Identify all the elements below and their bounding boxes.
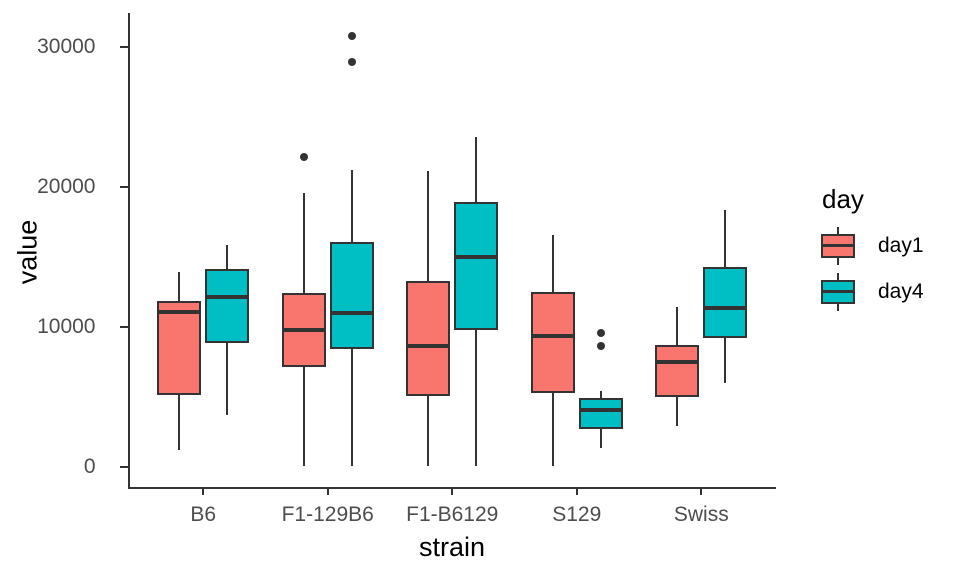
x-tick (575, 488, 578, 495)
box-day1-Swiss (655, 345, 700, 397)
median-day1-Swiss (655, 360, 700, 364)
y-tick-label: 0 (83, 455, 96, 478)
legend-label: day4 (878, 280, 924, 303)
box-day4-Swiss (703, 266, 748, 339)
x-tick (451, 488, 454, 495)
outlier-day4-F1-129B6-1 (347, 31, 356, 40)
whisker-upper-day4-F1-129B6 (350, 170, 353, 242)
legend-entry-day1: day1 (820, 227, 924, 265)
x-tick-label: F1-B6129 (406, 503, 499, 526)
y-tick (119, 46, 128, 48)
y-tick (119, 466, 128, 468)
x-tick (326, 488, 329, 495)
whisker-lower-day4-B6 (226, 343, 229, 416)
median-day4-F1-129B6 (329, 311, 374, 315)
outlier-day4-S129-0 (596, 341, 605, 350)
whisker-upper-day4-B6 (226, 245, 229, 269)
box-day1-B6 (157, 301, 202, 395)
box-day1-F1-B6129 (406, 280, 451, 396)
whisker-lower-day1-B6 (178, 394, 181, 451)
y-axis-line (127, 13, 130, 489)
legend-title: day (822, 184, 864, 214)
glyph-median-line (821, 290, 855, 293)
legend-key-boxplot-glyph (820, 227, 856, 265)
box-day4-F1-B6129 (454, 201, 499, 330)
box-day1-S129 (530, 292, 575, 393)
whisker-lower-day1-F1-B6129 (427, 395, 430, 466)
median-day1-S129 (530, 334, 575, 339)
x-tick (700, 488, 703, 495)
whisker-lower-day1-Swiss (676, 397, 679, 427)
legend-key-boxplot-glyph (820, 273, 856, 311)
whisker-upper-day4-F1-B6129 (475, 136, 478, 202)
whisker-lower-day4-F1-129B6 (350, 349, 353, 466)
whisker-lower-day4-S129 (599, 429, 602, 449)
median-day4-B6 (205, 294, 250, 299)
x-axis-line (127, 486, 776, 489)
box-day4-S129 (578, 398, 623, 430)
legend-label: day1 (878, 234, 924, 257)
box-day4-B6 (205, 268, 250, 344)
whisker-upper-day1-B6 (178, 271, 181, 302)
glyph-median-line (821, 244, 855, 247)
median-day4-Swiss (703, 306, 748, 311)
whisker-upper-day1-Swiss (676, 307, 679, 346)
whisker-lower-day1-S129 (551, 392, 554, 466)
legend: day day1 day4 (820, 184, 924, 319)
y-tick (119, 186, 128, 188)
x-axis-title: strain (418, 532, 486, 562)
median-day4-F1-B6129 (454, 255, 499, 259)
legend-entries: day1 day4 (820, 227, 924, 311)
whisker-lower-day1-F1-129B6 (302, 366, 305, 466)
median-day1-F1-B6129 (406, 343, 451, 348)
x-tick (202, 488, 205, 495)
x-tick-label: Swiss (673, 503, 729, 526)
median-day1-B6 (157, 310, 202, 315)
whisker-lower-day4-Swiss (724, 338, 727, 383)
legend-entry-day4: day4 (820, 273, 924, 311)
whisker-lower-day4-F1-B6129 (475, 329, 478, 466)
whisker-upper-day4-S129 (599, 391, 602, 399)
x-tick-label: F1-129B6 (281, 503, 374, 526)
whisker-upper-day1-F1-B6129 (427, 170, 430, 281)
outlier-day4-S129-1 (596, 329, 605, 338)
y-tick-label: 20000 (37, 175, 96, 198)
y-axis-title: value (12, 219, 43, 285)
outlier-day4-F1-129B6-0 (347, 57, 356, 66)
whisker-upper-day1-F1-129B6 (302, 193, 305, 294)
y-tick-label: 30000 (37, 35, 96, 58)
median-day4-S129 (578, 408, 623, 413)
y-tick (119, 326, 128, 328)
outlier-day1-F1-129B6-0 (299, 152, 308, 161)
y-tick-label: 10000 (37, 315, 96, 338)
x-tick-label: S129 (552, 503, 602, 526)
whisker-upper-day4-Swiss (724, 210, 727, 267)
x-tick-label: B6 (190, 503, 217, 526)
whisker-upper-day1-S129 (551, 235, 554, 292)
box-day4-F1-129B6 (329, 241, 374, 350)
median-day1-F1-129B6 (281, 327, 326, 332)
